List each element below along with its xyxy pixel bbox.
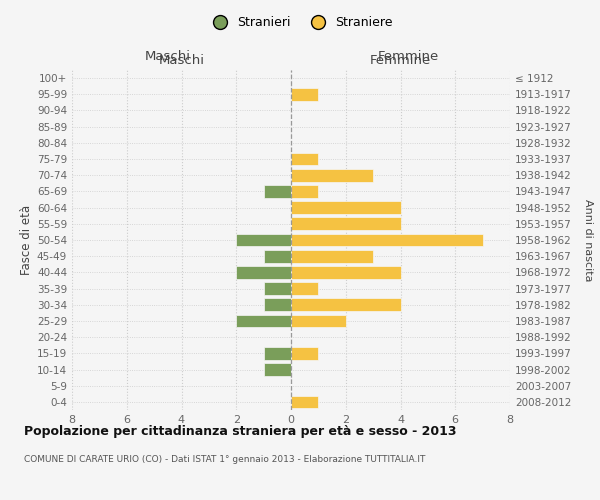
Text: Femmine: Femmine	[370, 54, 431, 67]
Bar	[291, 314, 346, 328]
Bar	[291, 202, 401, 214]
Bar	[263, 298, 291, 311]
Bar	[263, 282, 291, 295]
Text: COMUNE DI CARATE URIO (CO) - Dati ISTAT 1° gennaio 2013 - Elaborazione TUTTITALI: COMUNE DI CARATE URIO (CO) - Dati ISTAT …	[24, 455, 425, 464]
Bar	[291, 266, 401, 278]
Bar	[263, 250, 291, 262]
Text: Popolazione per cittadinanza straniera per età e sesso - 2013: Popolazione per cittadinanza straniera p…	[24, 425, 457, 438]
Text: Femmine: Femmine	[377, 50, 439, 62]
Bar	[291, 88, 319, 101]
Bar	[291, 218, 401, 230]
Text: Anni di nascita: Anni di nascita	[583, 198, 593, 281]
Bar	[291, 185, 319, 198]
Legend: Stranieri, Straniere: Stranieri, Straniere	[202, 11, 398, 34]
Bar	[291, 282, 319, 295]
Bar	[291, 347, 319, 360]
Bar	[236, 234, 291, 246]
Bar	[291, 234, 482, 246]
Bar	[291, 250, 373, 262]
Text: Maschi: Maschi	[158, 54, 205, 67]
Y-axis label: Fasce di età: Fasce di età	[20, 205, 33, 275]
Bar	[291, 298, 401, 311]
Bar	[263, 363, 291, 376]
Bar	[236, 314, 291, 328]
Bar	[291, 396, 319, 408]
Bar	[291, 152, 319, 166]
Bar	[236, 266, 291, 278]
Bar	[263, 185, 291, 198]
Bar	[291, 169, 373, 181]
Bar	[263, 347, 291, 360]
Text: Maschi: Maschi	[145, 50, 191, 62]
